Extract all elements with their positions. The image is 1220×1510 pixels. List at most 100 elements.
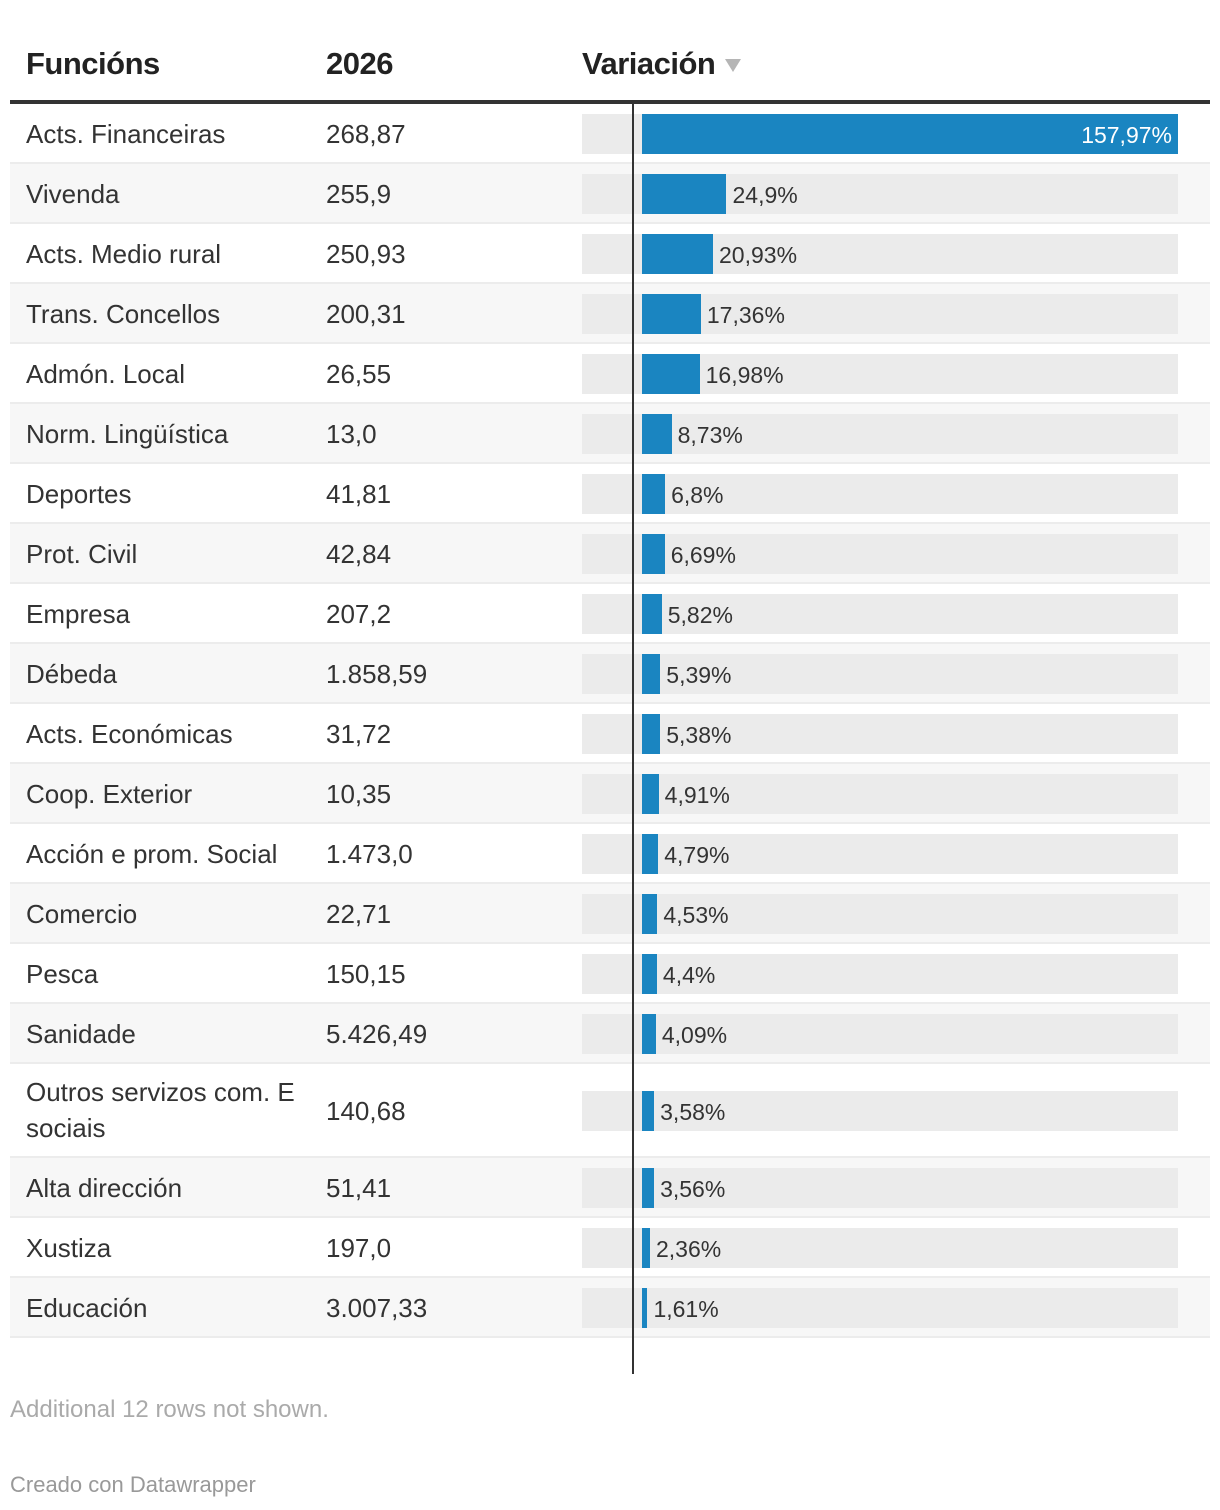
cell-function: Acts. Medio rural [26, 239, 222, 269]
bar-value-label: 20,93% [719, 242, 798, 268]
bar-track: 20,93% [582, 234, 1178, 274]
table-row: Coop. Exterior 10,35 4,91% [10, 764, 1210, 824]
cell-function: Norm. Lingüística [26, 419, 229, 449]
cell-2026: 10,35 [326, 779, 392, 809]
bar-value-label: 5,38% [666, 722, 732, 748]
table-row: Alta dirección 51,41 3,56% [10, 1158, 1210, 1218]
bar-track: 2,36% [582, 1228, 1178, 1268]
column-header-funcions[interactable]: Funcións [26, 46, 160, 81]
cell-2026: 197,0 [326, 1233, 392, 1263]
cell-2026: 31,72 [326, 719, 392, 749]
bar-value-label: 24,9% [732, 182, 798, 208]
datawrapper-credit[interactable]: Creado con Datawrapper [10, 1472, 256, 1497]
bar-track: 5,38% [582, 714, 1178, 754]
cell-function: Vivenda [26, 179, 120, 209]
cell-2026: 22,71 [326, 899, 392, 929]
bar-fill [642, 594, 662, 634]
table-row: Acts. Financeiras 268,87 157,97% [10, 104, 1210, 164]
bar-fill [642, 474, 666, 514]
bar-track: 4,4% [582, 954, 1178, 994]
bar-value-label: 4,79% [664, 842, 730, 868]
bar-fill [642, 414, 672, 454]
cell-function: Sanidade [26, 1019, 136, 1049]
bar-track: 17,36% [582, 294, 1178, 334]
bar-value-label: 8,73% [677, 422, 743, 448]
cell-function: Débeda [26, 659, 118, 689]
bar-value-label: 157,97% [1081, 122, 1172, 148]
bar-fill [642, 1228, 650, 1268]
bar-value-label: 3,58% [660, 1099, 726, 1125]
sort-descending-icon[interactable] [725, 59, 742, 73]
bar-value-label: 4,91% [664, 782, 730, 808]
column-header-variacion[interactable]: Variación [582, 46, 742, 82]
cell-2026: 1.858,59 [326, 659, 428, 689]
cell-function: Prot. Civil [26, 539, 138, 569]
cell-function: Acts. Económicas [26, 719, 233, 749]
bar-track: 3,58% [582, 1091, 1178, 1131]
bar-fill [642, 174, 727, 214]
cell-2026: 140,68 [326, 1096, 406, 1126]
column-header-variacion-label: Variación [582, 46, 716, 81]
table-row: Empresa 207,2 5,82% [10, 584, 1210, 644]
bar-value-label: 4,4% [662, 962, 716, 988]
bar-fill [642, 534, 665, 574]
cell-function: Comercio [26, 899, 138, 929]
bar-track: 24,9% [582, 174, 1178, 214]
bar-track: 4,53% [582, 894, 1178, 934]
bar-fill [642, 294, 701, 334]
bar-fill [642, 954, 657, 994]
cell-2026: 250,93 [326, 239, 406, 269]
bar-fill [642, 1168, 655, 1208]
table-row: Educación 3.007,33 1,61% [10, 1278, 1210, 1338]
bar-track: 3,56% [582, 1168, 1178, 1208]
bar-fill [642, 654, 661, 694]
rows-not-shown-note: Additional 12 rows not shown. [10, 1396, 329, 1423]
data-table: Funcións 2026 Variación Acts. Financeira… [10, 0, 1210, 1338]
zero-axis-line [632, 104, 634, 1374]
cell-function: Xustiza [26, 1233, 112, 1263]
bar-fill [642, 1288, 648, 1328]
cell-2026: 13,0 [326, 419, 377, 449]
cell-2026: 200,31 [326, 299, 406, 329]
bar-fill [642, 834, 659, 874]
bar-value-label: 4,53% [663, 902, 729, 928]
bar-track: 8,73% [582, 414, 1178, 454]
cell-2026: 5.426,49 [326, 1019, 428, 1049]
table-row: Acts. Medio rural 250,93 20,93% [10, 224, 1210, 284]
bar-value-label: 4,09% [661, 1022, 728, 1048]
bar-value-label: 5,39% [666, 662, 732, 688]
table-row: Outros servizos com. E sociais 140,68 3,58… [10, 1064, 1210, 1158]
table-row: Norm. Lingüística 13,0 8,73% [10, 404, 1210, 464]
bar-track: 5,82% [582, 594, 1178, 634]
bar-value-label: 2,36% [656, 1236, 722, 1262]
bar-value-label: 16,98% [705, 362, 784, 388]
cell-2026: 26,55 [326, 359, 392, 389]
bar-value-label: 3,56% [660, 1176, 726, 1202]
table-header: Funcións 2026 Variación [10, 0, 1210, 104]
cell-function: Acción e prom. Social [26, 839, 278, 869]
cell-2026: 3.007,33 [326, 1293, 428, 1323]
cell-2026: 51,41 [326, 1173, 392, 1203]
column-header-2026[interactable]: 2026 [326, 46, 393, 81]
bar-track: 4,79% [582, 834, 1178, 874]
bar-track: 4,09% [582, 1014, 1178, 1054]
bar-track: 1,61% [582, 1288, 1178, 1328]
cell-2026: 42,84 [326, 539, 392, 569]
bar-value-label: 5,82% [667, 602, 733, 628]
table-row: Admón. Local 26,55 16,98% [10, 344, 1210, 404]
table-row: Acts. Económicas 31,72 5,38% [10, 704, 1210, 764]
cell-2026: 41,81 [326, 479, 392, 509]
bar-value-label: 6,69% [670, 542, 736, 568]
bar-track: 16,98% [582, 354, 1178, 394]
bar-fill [642, 354, 700, 394]
table-row: Débeda 1.858,59 5,39% [10, 644, 1210, 704]
bar-fill [642, 114, 1178, 154]
bar-fill [642, 1091, 655, 1131]
cell-function: Trans. Concellos [26, 299, 221, 329]
bar-track: 4,91% [582, 774, 1178, 814]
table-row: Trans. Concellos 200,31 17,36% [10, 284, 1210, 344]
cell-2026: 1.473,0 [326, 839, 413, 869]
cell-function: Outros servizos com. E sociais [26, 1077, 295, 1143]
cell-function: Deportes [26, 479, 132, 509]
table-row: Xustiza 197,0 2,36% [10, 1218, 1210, 1278]
